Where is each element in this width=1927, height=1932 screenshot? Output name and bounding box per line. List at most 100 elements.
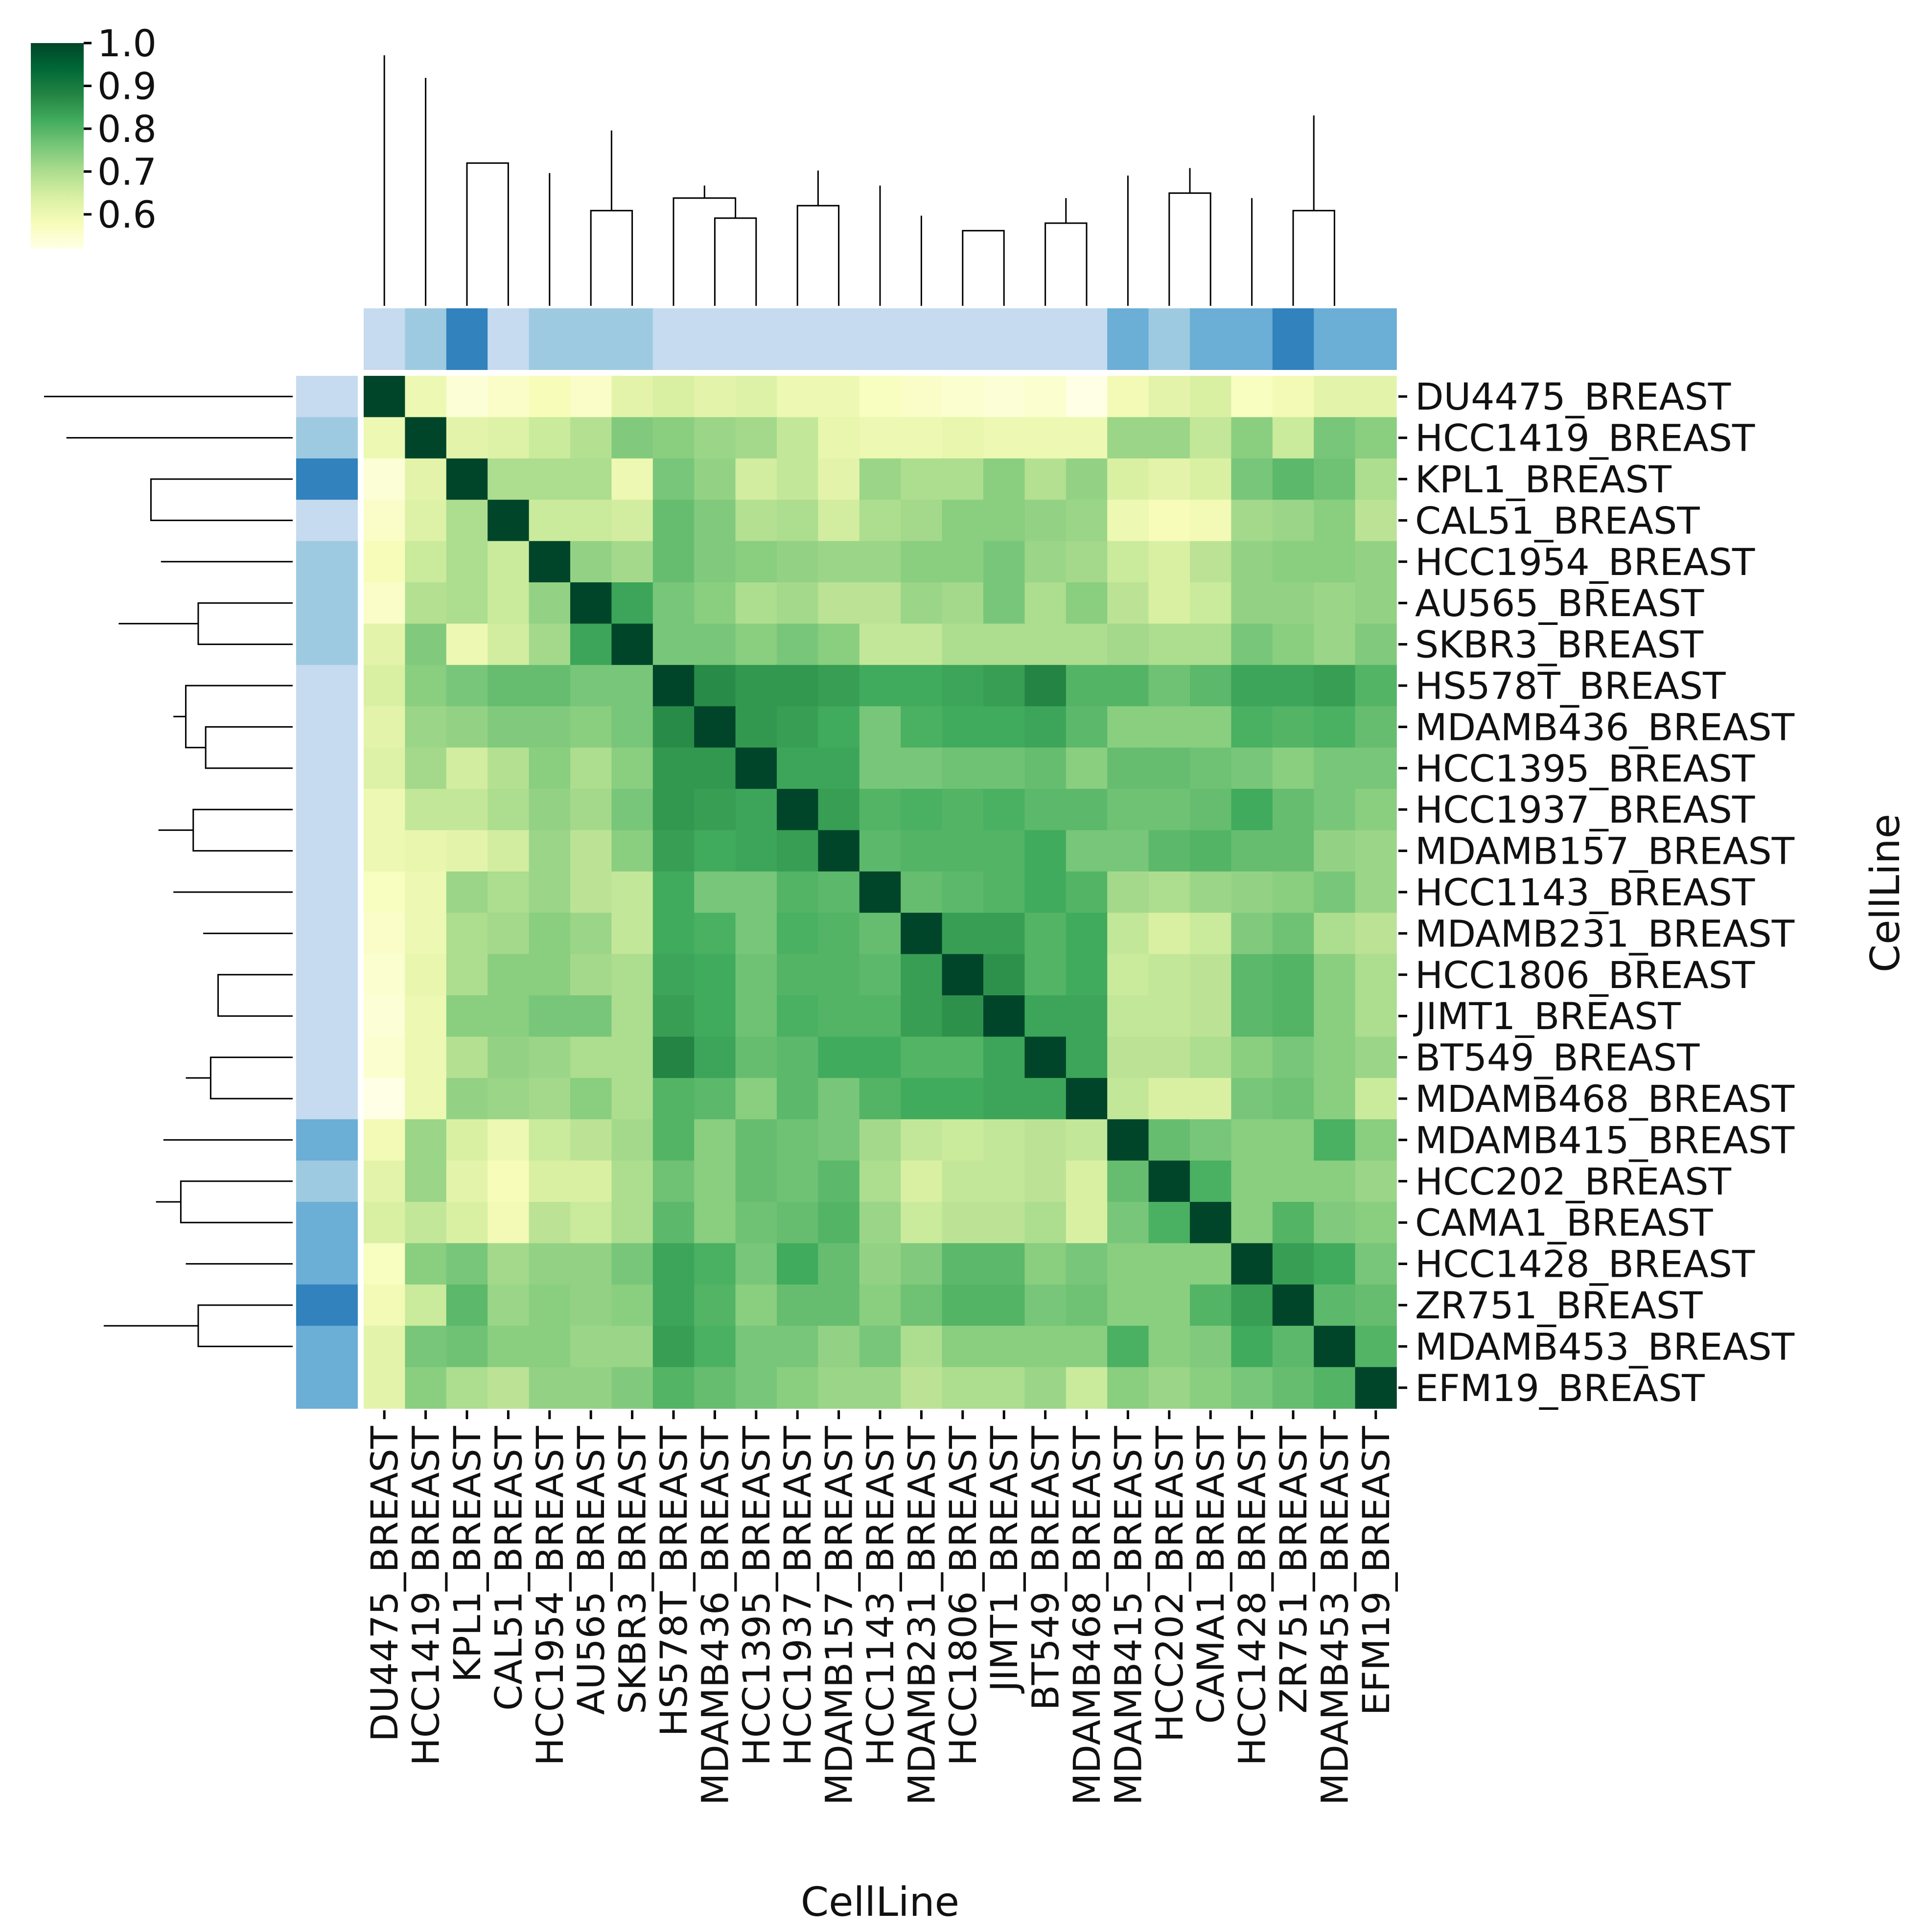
heatmap-cell [1190, 1160, 1232, 1202]
heatmap-cell [1107, 1202, 1149, 1244]
heatmap-cell [488, 1367, 530, 1409]
heatmap-cell [611, 1119, 653, 1161]
heatmap-cell [611, 500, 653, 542]
heatmap-cell [1066, 747, 1108, 789]
heatmap-cell [901, 665, 943, 707]
column-tick-labels: DU4475_BREASTHCC1419_BREASTKPL1_BREASTCA… [363, 1410, 1398, 1805]
row-group-color [296, 1160, 358, 1202]
heatmap-cell [735, 665, 777, 707]
heatmap-cell [1148, 1078, 1190, 1120]
heatmap-cell [488, 500, 530, 542]
heatmap-cell [777, 500, 819, 542]
heatmap-cell [859, 582, 901, 624]
column-tick-label: HS578T_BREAST [652, 1426, 696, 1736]
row-group-color [296, 458, 358, 500]
heatmap-cell [488, 871, 530, 913]
row-tick-label: HCC1395_BREAST [1415, 747, 1755, 790]
heatmap-cell [405, 1036, 447, 1079]
heatmap-cell [859, 1119, 901, 1161]
heatmap-cell [1024, 995, 1067, 1037]
heatmap-cell [1190, 376, 1232, 418]
heatmap-cell [694, 1326, 736, 1368]
heatmap-cell [1066, 1243, 1108, 1285]
heatmap-cell [735, 500, 777, 542]
heatmap-cell [777, 830, 819, 872]
heatmap-cell [777, 665, 819, 707]
heatmap-cell [488, 623, 530, 666]
heatmap-cell [1231, 1284, 1273, 1326]
heatmap-cell [405, 706, 447, 748]
heatmap-cell [1314, 1284, 1356, 1326]
heatmap-cell [942, 458, 984, 500]
heatmap-cell [1314, 1160, 1356, 1202]
heatmap-cell [818, 1367, 860, 1409]
heatmap-cell [1148, 1326, 1190, 1368]
heatmap-cell [1231, 623, 1273, 666]
heatmap-cell [1190, 1202, 1232, 1244]
heatmap-cell [983, 913, 1025, 955]
heatmap-cell [364, 417, 406, 459]
row-tick-label: HCC1937_BREAST [1415, 788, 1755, 831]
column-group-color [1231, 308, 1273, 370]
heatmap-cell [529, 623, 571, 666]
column-group-color [488, 308, 530, 370]
heatmap-cell [611, 1202, 653, 1244]
heatmap-cell [1355, 1078, 1397, 1120]
heatmap-cell [446, 623, 488, 666]
heatmap-cell [1190, 500, 1232, 542]
heatmap-cell [405, 747, 447, 789]
heatmap-cell [859, 747, 901, 789]
column-group-color [942, 308, 984, 370]
heatmap-cell [983, 500, 1025, 542]
heatmap-cell [1355, 582, 1397, 624]
heatmap-cell [983, 954, 1025, 996]
row-dendrogram [44, 396, 293, 1347]
heatmap-cell [859, 1326, 901, 1368]
heatmap-cell [1272, 1078, 1314, 1120]
heatmap-cell [446, 789, 488, 831]
heatmap-cell [570, 1036, 612, 1079]
heatmap-cell [1148, 1202, 1190, 1244]
heatmap-cell [1190, 747, 1232, 789]
heatmap-cell [983, 747, 1025, 789]
heatmap-cell [1024, 1119, 1067, 1161]
heatmap-cell [446, 1243, 488, 1285]
heatmap-cell [694, 623, 736, 666]
column-tick-label: HCC1954_BREAST [528, 1426, 572, 1766]
heatmap-cell [1272, 541, 1314, 583]
column-group-color [364, 308, 406, 370]
heatmap-cell [818, 1160, 860, 1202]
heatmap-cell [1272, 1202, 1314, 1244]
heatmap-cell [1272, 582, 1314, 624]
heatmap-cell [1272, 665, 1314, 707]
heatmap-cell [1272, 706, 1314, 748]
heatmap-cell [942, 747, 984, 789]
row-tick-label: CAL51_BREAST [1415, 499, 1700, 542]
heatmap-cell [1107, 747, 1149, 789]
heatmap-cell [859, 1078, 901, 1120]
heatmap-cell [694, 1119, 736, 1161]
heatmap-cell [405, 458, 447, 500]
heatmap-cell [1272, 1326, 1314, 1368]
heatmap-cell [735, 458, 777, 500]
heatmap-cell [1355, 417, 1397, 459]
heatmap-cell [735, 582, 777, 624]
heatmap-cell [1148, 1119, 1190, 1161]
column-tick-label: CAMA1_BREAST [1189, 1426, 1232, 1724]
heatmap-cell [611, 1078, 653, 1120]
heatmap-cell [942, 706, 984, 748]
heatmap-cell [1024, 458, 1067, 500]
heatmap-cell [488, 1119, 530, 1161]
heatmap-cell [1231, 541, 1273, 583]
heatmap-cell [818, 913, 860, 955]
heatmap-cell [818, 417, 860, 459]
heatmap-cell [694, 458, 736, 500]
heatmap-cell [364, 706, 406, 748]
heatmap-cell [859, 1036, 901, 1079]
heatmap-cell [1272, 1036, 1314, 1079]
heatmap-cell [901, 1326, 943, 1368]
heatmap-cell [652, 1119, 695, 1161]
heatmap-cell [405, 789, 447, 831]
heatmap-cell [1272, 1284, 1314, 1326]
column-tick-label: EFM19_BREAST [1354, 1426, 1398, 1715]
